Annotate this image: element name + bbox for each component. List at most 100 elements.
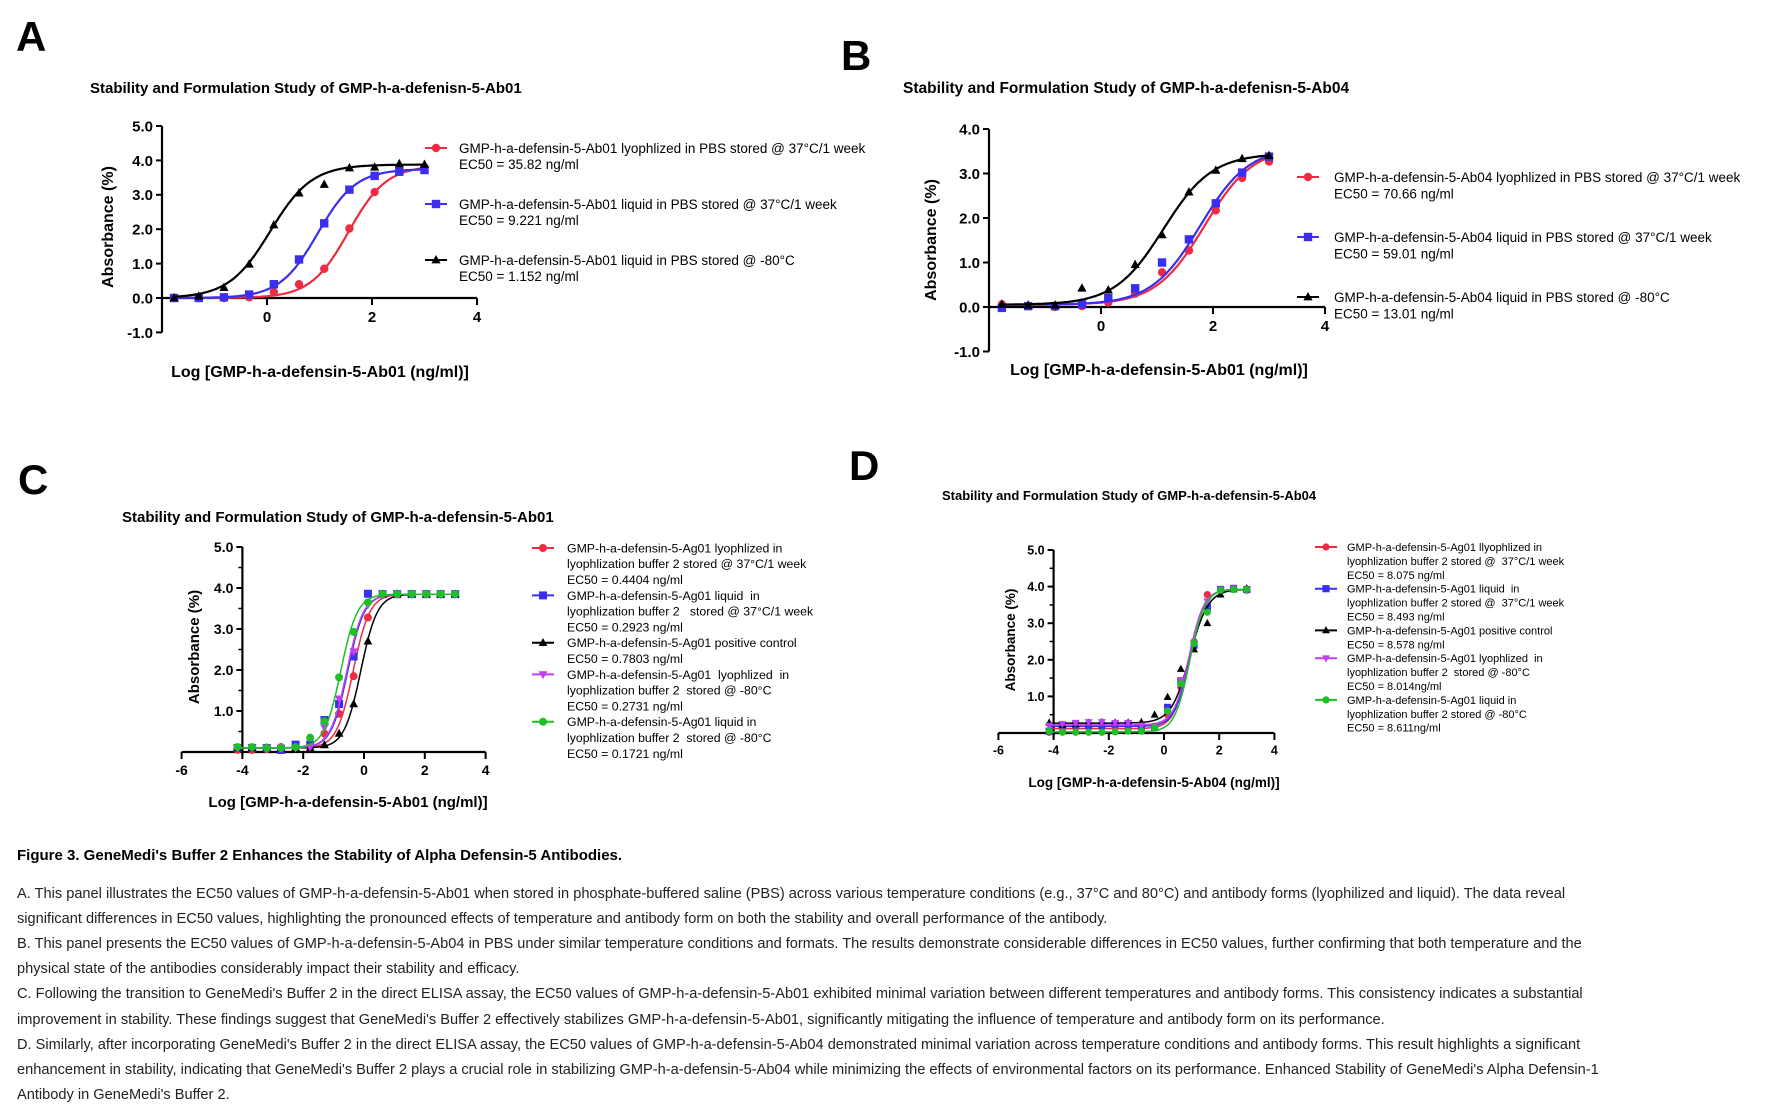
legend-entry: GMP-h-a-defensin-5-Ab04 liquid in PBS st… bbox=[1297, 290, 1670, 321]
fit-curve bbox=[1049, 588, 1247, 724]
legend-marker-icon bbox=[431, 143, 441, 153]
legend-label: GMP-h-a-defensin-5-Ab01 lyophlized in PB… bbox=[459, 141, 866, 156]
data-point bbox=[1077, 300, 1087, 309]
data-point bbox=[1190, 639, 1198, 647]
caption-line: Antibody in GeneMedi's Buffer 2. bbox=[17, 1087, 230, 1103]
series-4 bbox=[1045, 585, 1251, 736]
data-point bbox=[1150, 710, 1159, 718]
data-point bbox=[420, 165, 429, 175]
chart-panel-b: Stability and Formulation Study of GMP-h… bbox=[903, 80, 1741, 379]
y-tick-label: 4.0 bbox=[959, 121, 980, 138]
legend-ec50: EC50 = 0.7803 ng/ml bbox=[567, 652, 683, 666]
data-point bbox=[1157, 229, 1167, 239]
data-point bbox=[1211, 165, 1221, 174]
legend-label: lyophlization buffer 2 stored @ 37°C/1 w… bbox=[1347, 556, 1565, 568]
y-axis-label: Absorbance (%) bbox=[923, 179, 940, 301]
series-0 bbox=[169, 163, 429, 303]
x-tick-label: -6 bbox=[175, 762, 188, 778]
panel-letter-a: A bbox=[16, 13, 46, 60]
x-axis-label: Log [GMP-h-a-defensin-5-Ab04 (ng/ml)] bbox=[1028, 775, 1279, 790]
y-tick-label: 3.0 bbox=[214, 621, 234, 637]
legend-ec50: EC50 = 8.075 ng/ml bbox=[1347, 570, 1445, 582]
caption-line: improvement in stability. These findings… bbox=[17, 1012, 1385, 1028]
data-point bbox=[335, 673, 344, 682]
series-2 bbox=[997, 150, 1274, 309]
series-3 bbox=[1045, 585, 1251, 732]
data-point bbox=[407, 590, 416, 599]
x-tick-label: -4 bbox=[1048, 744, 1059, 758]
caption-line: D. Similarly, after incorporating GeneMe… bbox=[17, 1037, 1580, 1053]
legend-label: lyophlization buffer 2 stored @ -80°C bbox=[1347, 667, 1530, 679]
data-point bbox=[194, 291, 204, 300]
fit-curve bbox=[1049, 588, 1247, 728]
data-point bbox=[1137, 727, 1145, 735]
data-point bbox=[1211, 199, 1220, 208]
chart-title: Stability and Formulation Study of GMP-h… bbox=[903, 80, 1349, 97]
legend-marker-icon bbox=[1322, 655, 1330, 663]
data-point bbox=[1103, 285, 1113, 294]
legend-ec50: EC50 = 8.493 ng/ml bbox=[1347, 611, 1445, 623]
legend-label: GMP-h-a-defensin-5-Ag01 lyophlized in bbox=[567, 541, 782, 555]
data-point bbox=[363, 598, 372, 607]
y-tick-label: 0.0 bbox=[959, 299, 980, 316]
data-point bbox=[1124, 719, 1133, 728]
data-point bbox=[1045, 727, 1053, 735]
x-tick-label: 2 bbox=[1216, 744, 1223, 758]
fit-curve bbox=[174, 163, 425, 298]
legend-ec50: EC50 = 8.578 ng/ml bbox=[1347, 639, 1445, 651]
legend-label: GMP-h-a-defensin-5-Ab04 lyophlized in PB… bbox=[1334, 170, 1741, 185]
legend-label: lyophlization buffer 2 stored @ -80°C bbox=[567, 684, 772, 698]
legend-entry: GMP-h-a-defensin-5-Ab01 liquid in PBS st… bbox=[425, 197, 837, 228]
legend-ec50: EC50 = 13.01 ng/ml bbox=[1334, 306, 1454, 321]
fit-curve bbox=[237, 593, 456, 749]
x-tick-label: -4 bbox=[236, 762, 249, 778]
data-point bbox=[1130, 284, 1140, 293]
data-point bbox=[1264, 150, 1274, 160]
fit-curve bbox=[1049, 588, 1247, 730]
y-axis-label: Absorbance (%) bbox=[100, 166, 117, 288]
data-point bbox=[1216, 586, 1225, 594]
y-tick-label: 1.0 bbox=[959, 255, 980, 272]
legend-ec50: EC50 = 70.66 ng/ml bbox=[1334, 186, 1454, 201]
data-point bbox=[294, 188, 304, 197]
legend-entry: GMP-h-a-defensin-5-Ag01 lyophlized in lyo… bbox=[1315, 653, 1543, 693]
data-point bbox=[1157, 258, 1167, 267]
legend-marker-icon bbox=[1303, 172, 1313, 182]
data-point bbox=[1237, 168, 1247, 177]
data-point bbox=[1111, 728, 1119, 736]
caption-line: significant differences in EC50 values, … bbox=[17, 911, 1107, 927]
legend-label: GMP-h-a-defensin-5-Ag01 liquid in bbox=[1347, 695, 1516, 707]
data-point bbox=[1163, 707, 1172, 715]
data-point bbox=[1184, 187, 1194, 196]
legend-label: lyophlization buffer 2 stored @ 37°C/1 w… bbox=[567, 605, 814, 619]
series-1 bbox=[1045, 584, 1251, 735]
x-tick-label: -2 bbox=[297, 762, 310, 778]
x-tick-label: 0 bbox=[1161, 744, 1168, 758]
y-tick-label: 5.0 bbox=[132, 118, 153, 135]
data-point bbox=[1163, 692, 1172, 701]
data-point bbox=[349, 652, 358, 661]
x-tick-label: 2 bbox=[421, 762, 429, 778]
data-point bbox=[345, 185, 354, 194]
data-point bbox=[291, 743, 300, 752]
data-point bbox=[1130, 259, 1140, 269]
legend-entry: GMP-h-a-defensin-5-Ag01 llyophlized in ly… bbox=[1315, 542, 1565, 582]
legend-entry: GMP-h-a-defensin-5-Ag01 liquid in lyophli… bbox=[532, 589, 814, 634]
x-tick-label: 0 bbox=[360, 762, 368, 778]
legend-entry: GMP-h-a-defensin-5-Ag01 positive control… bbox=[1315, 625, 1552, 651]
legend-label: GMP-h-a-defensin-5-Ab01 liquid in PBS st… bbox=[459, 197, 837, 212]
data-point bbox=[320, 264, 329, 273]
data-point bbox=[1077, 283, 1087, 292]
legend-marker-icon bbox=[538, 671, 548, 680]
legend-label: GMP-h-a-defensin-5-Ag01 lyophlized in bbox=[567, 668, 789, 682]
x-tick-label: -2 bbox=[1103, 744, 1114, 758]
data-point bbox=[370, 162, 380, 171]
data-point bbox=[378, 590, 387, 599]
legend-ec50: EC50 = 0.4404 ng/ml bbox=[567, 573, 683, 587]
legend-entry: GMP-h-a-defensin-5-Ab04 liquid in PBS st… bbox=[1297, 230, 1712, 261]
data-point bbox=[320, 740, 329, 749]
chart-title: Stability and Formulation Study of GMP-h… bbox=[942, 488, 1317, 503]
caption-title: Figure 3. GeneMedi's Buffer 2 Enhances t… bbox=[17, 847, 622, 864]
y-tick-label: 2.0 bbox=[132, 222, 153, 239]
